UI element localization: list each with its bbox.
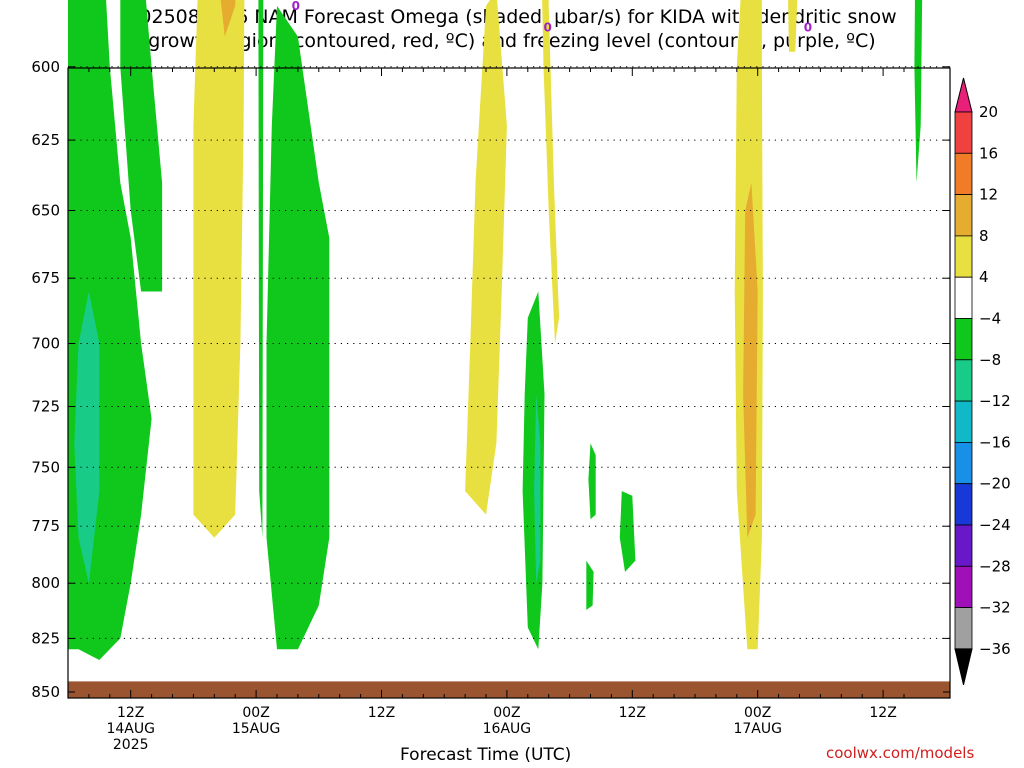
ytick-label-625: 625 xyxy=(31,131,60,149)
ytick-label-675: 675 xyxy=(31,269,60,287)
colorbar-label-7: −8 xyxy=(979,351,1001,369)
xtick-label-12-2: 14AUG xyxy=(106,721,155,737)
y-axis-ticks: 3754004254504755005255505756006256506757… xyxy=(31,58,950,701)
ytick-label-700: 700 xyxy=(31,335,60,353)
contour-label-0-5: 0 xyxy=(292,0,300,13)
plot-frame xyxy=(67,67,951,699)
omega-region-4 xyxy=(193,0,245,538)
colorbar-label-8: −12 xyxy=(979,392,1011,410)
xtick-label-48-1: 00Z xyxy=(493,705,520,721)
xtick-label-72-2: 17AUG xyxy=(733,721,782,737)
colorbar-segment-1 xyxy=(954,77,973,113)
omega-region-13 xyxy=(522,291,545,650)
xtick-label-48-2: 16AUG xyxy=(483,721,532,737)
ground-band xyxy=(68,681,950,698)
ytick-label-650: 650 xyxy=(31,202,60,220)
omega-region-21 xyxy=(788,0,798,52)
ground-layer xyxy=(68,681,950,698)
xtick-label-12-1: 12Z xyxy=(117,705,144,721)
omega-region-15 xyxy=(588,443,596,520)
xtick-label-24-1: 00Z xyxy=(242,705,269,721)
colorbar-segment-12 xyxy=(954,524,973,567)
colorbar-label-2: 16 xyxy=(979,144,998,162)
omega-region-14 xyxy=(534,394,541,584)
contour-label-0-6: 0 xyxy=(544,21,552,35)
colorbar-segment-4 xyxy=(954,194,973,237)
contour-label-0-7: 0 xyxy=(804,21,812,35)
omega-shaded-regions xyxy=(68,0,923,660)
colorbar-segment-14 xyxy=(954,607,973,650)
colorbar-segment-13 xyxy=(954,565,973,608)
xtick-label-84-1: 12Z xyxy=(869,705,896,721)
ytick-label-750: 750 xyxy=(31,458,60,476)
omega-region-22 xyxy=(914,0,923,183)
ytick-label-725: 725 xyxy=(31,398,60,416)
omega-region-3 xyxy=(74,291,100,584)
colorbar-segment-6 xyxy=(954,276,973,319)
ytick-label-775: 775 xyxy=(31,517,60,535)
xtick-label-24-2: 15AUG xyxy=(232,721,281,737)
colorbar-label-11: −24 xyxy=(979,516,1011,534)
ytick-label-825: 825 xyxy=(31,629,60,647)
colorbar-label-4: 8 xyxy=(979,227,989,245)
chart-title-line-1: 2025081406 NAM Forecast Omega (shaded, μ… xyxy=(127,6,897,28)
colorbar-segment-7 xyxy=(954,318,973,361)
colorbar-label-13: −32 xyxy=(979,599,1011,617)
colorbar-label-5: 4 xyxy=(979,268,989,286)
colorbar-segment-8 xyxy=(954,359,973,402)
colorbar-segment-10 xyxy=(954,441,973,485)
colorbar-label-1: 20 xyxy=(979,103,998,121)
temperature-contours: −18−18−18−12−12000 xyxy=(292,0,812,35)
colorbar-label-3: 12 xyxy=(979,186,998,204)
colorbar-segment-9 xyxy=(954,400,973,443)
colorbar-segment-3 xyxy=(954,152,973,196)
omega-region-11 xyxy=(465,0,507,515)
omega-region-17 xyxy=(619,491,636,572)
colorbar: 20 16 12 8 4 −4 −8 −12 −16 −20 −24 −28 −32 −36 xyxy=(954,77,1011,686)
colorbar-segment-11 xyxy=(954,483,973,526)
xtick-label-72-1: 00Z xyxy=(744,705,771,721)
colorbar-segment-2 xyxy=(954,111,973,154)
omega-region-16 xyxy=(586,560,594,610)
ytick-label-600: 600 xyxy=(31,58,60,76)
ytick-label-850: 850 xyxy=(31,683,60,701)
colorbar-segment-5 xyxy=(954,235,973,278)
site-credit: coolwx.com/models xyxy=(826,744,975,762)
colorbar-label-14: −36 xyxy=(979,640,1011,658)
omega-region-12 xyxy=(542,0,560,344)
xtick-label-60-1: 12Z xyxy=(619,705,646,721)
colorbar-label-10: −20 xyxy=(979,475,1011,493)
colorbar-label-9: −16 xyxy=(979,433,1011,451)
omega-region-6 xyxy=(266,5,330,650)
chart-title-line-2: growth region (contoured, red, ºC) and f… xyxy=(148,30,876,52)
xtick-label-12-3: 2025 xyxy=(113,737,149,753)
omega-region-10 xyxy=(258,0,264,538)
omega-region-5 xyxy=(220,0,236,37)
colorbar-label-6: −4 xyxy=(979,310,1001,328)
ytick-label-800: 800 xyxy=(31,574,60,592)
colorbar-segment-15 xyxy=(954,648,973,686)
colorbar-label-12: −28 xyxy=(979,557,1011,575)
x-axis-label: Forecast Time (UTC) xyxy=(400,745,572,765)
xtick-label-36-1: 12Z xyxy=(368,705,395,721)
omega-region-19 xyxy=(743,182,758,538)
